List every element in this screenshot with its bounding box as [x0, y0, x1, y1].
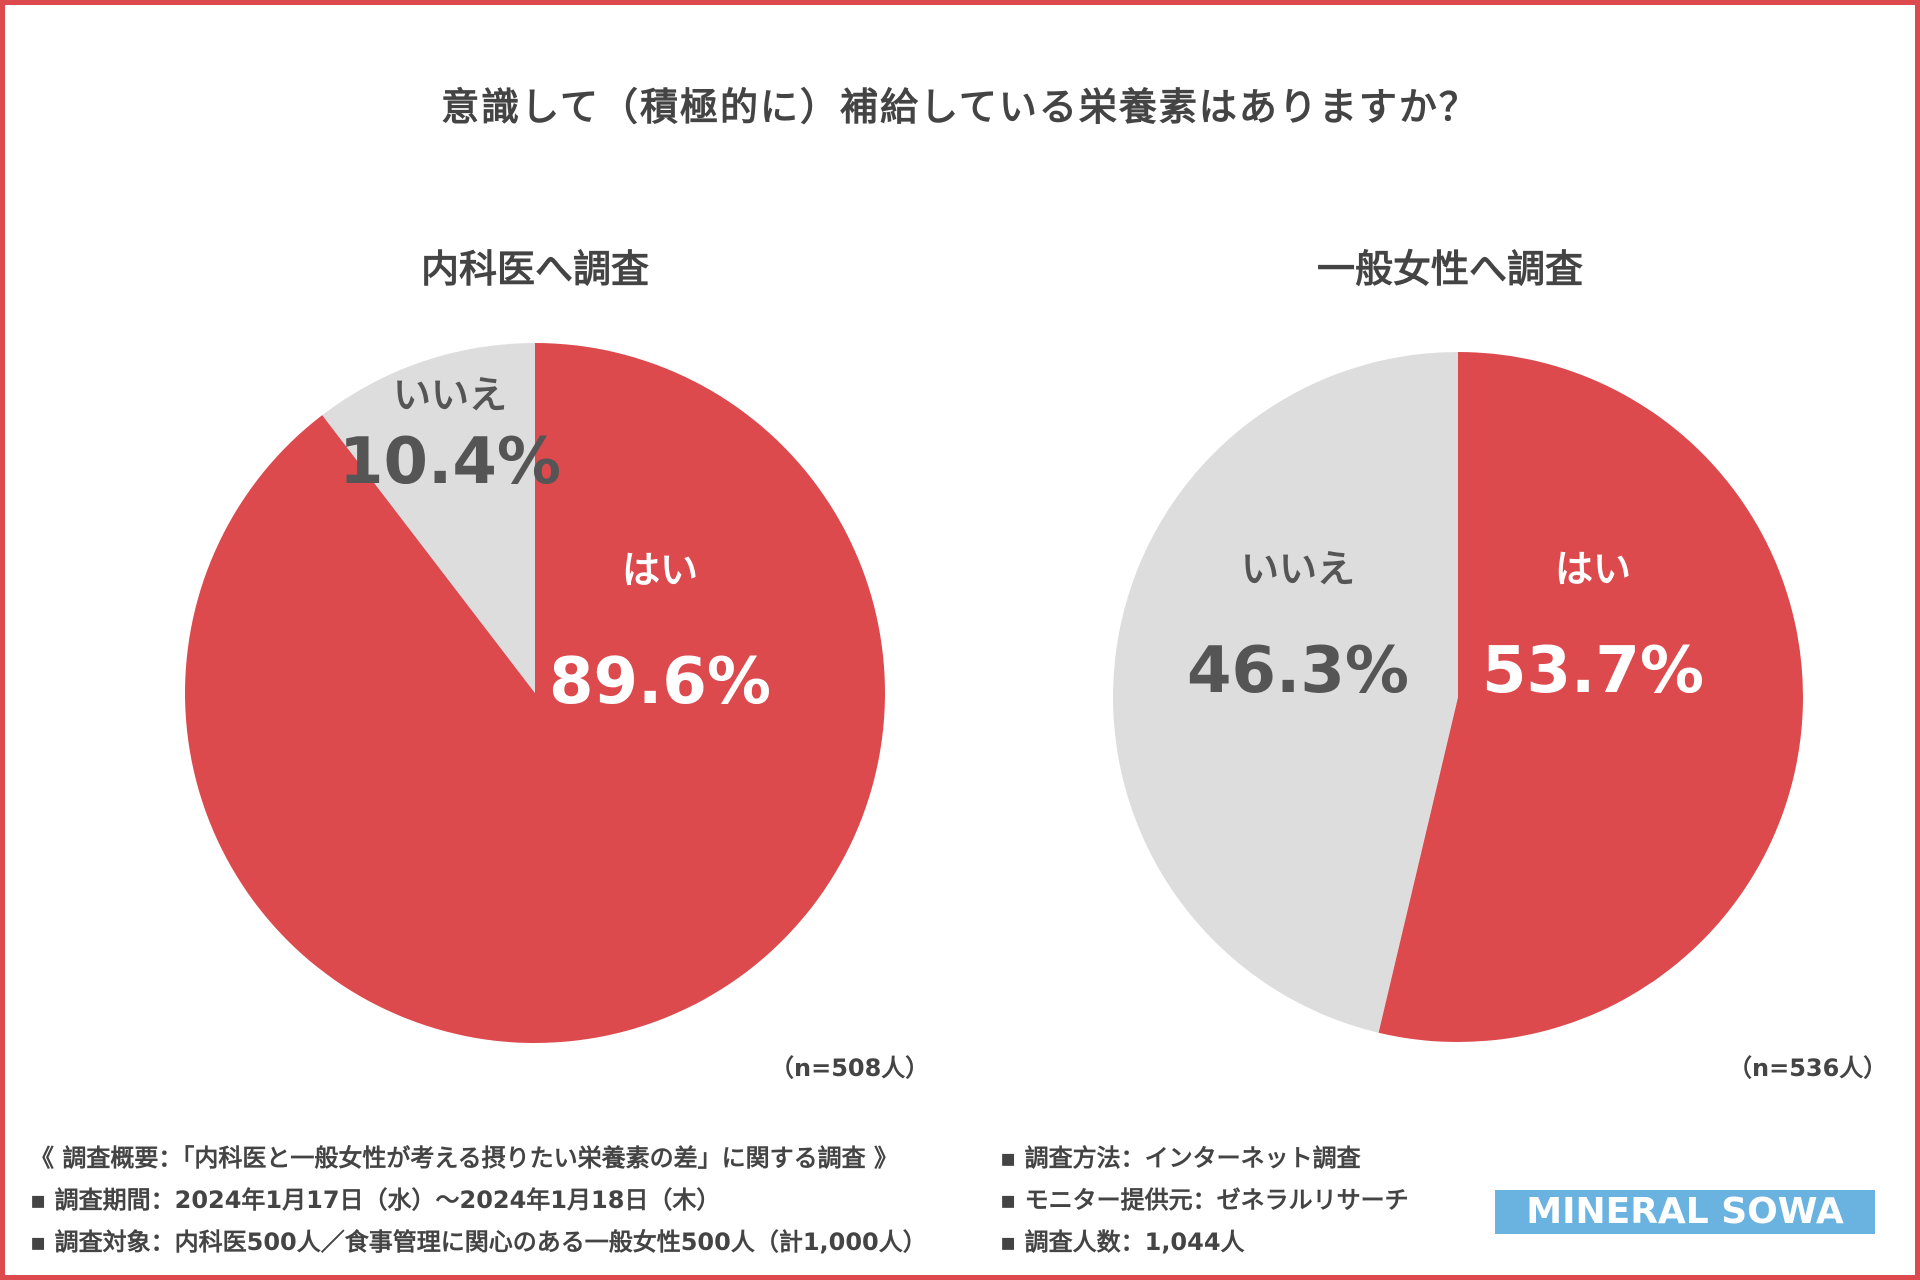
pie-slice-women-no: [1112, 352, 1458, 1033]
pie-chart-doctors: はい 89.6% いいえ 10.4%: [185, 343, 885, 1043]
pie-chart-women: はい 53.7% いいえ 46.3%: [1112, 352, 1803, 1042]
pie-slice-women-yes: [1378, 352, 1803, 1042]
slice-value-women-no: 46.3%: [1187, 634, 1409, 708]
sample-size-doctors: （n=508人）: [770, 1054, 930, 1082]
brand-logo: MINERAL SOWA: [1495, 1190, 1875, 1234]
page-title: 意識して（積極的に）補給している栄養素はありますか？: [441, 85, 1479, 129]
sample-size-women: （n=536人）: [1728, 1054, 1888, 1082]
survey-footer: 《 調査概要：「内科医と一般女性が考える摂りたい栄養素の差」に関する調査 》 ▪…: [30, 1138, 1530, 1268]
pie-slice-doctors-no: [322, 343, 535, 693]
survey-provider: ▪ モニター提供元：ゼネラルリサーチ: [1000, 1186, 1409, 1214]
slice-value-women-yes: 53.7%: [1482, 634, 1704, 708]
slice-label-doctors-yes: はい: [622, 548, 698, 592]
slice-label-women-no: いいえ: [1241, 547, 1355, 591]
slice-label-doctors-no: いいえ: [393, 373, 507, 417]
chart-title-women: 一般女性へ調査: [1316, 247, 1583, 291]
slice-label-women-yes: はい: [1555, 547, 1631, 591]
chart-title-doctors: 内科医へ調査: [420, 247, 649, 291]
survey-count: ▪ 調査人数：1,044人: [1000, 1228, 1245, 1256]
survey-method: ▪ 調査方法：インターネット調査: [1000, 1144, 1361, 1172]
survey-overview: 《 調査概要：「内科医と一般女性が考える摂りたい栄養素の差」に関する調査 》: [30, 1144, 898, 1172]
survey-period: ▪ 調査期間：2024年1月17日（水）～2024年1月18日（木）: [30, 1186, 721, 1214]
slice-value-doctors-no: 10.4%: [339, 425, 561, 499]
survey-target: ▪ 調査対象：内科医500人／食事管理に関心のある一般女性500人（計1,000…: [30, 1228, 927, 1256]
slice-value-doctors-yes: 89.6%: [549, 645, 771, 719]
